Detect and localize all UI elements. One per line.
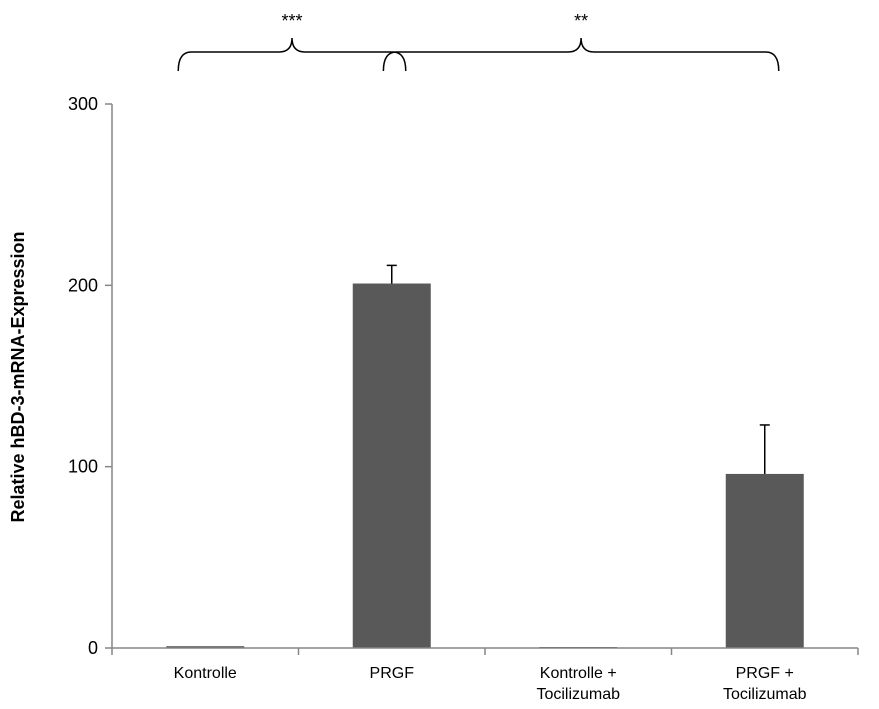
bar (166, 646, 245, 648)
y-tick-label: 200 (68, 275, 98, 295)
significance-brackets: *** ** (177, 11, 780, 72)
x-axis: Kontrolle PRGF Kontrolle + Tocilizumab PRGF … (111, 647, 859, 703)
y-tick-label: 300 (68, 94, 98, 114)
x-category-label: PRGF + Tocilizumab (723, 665, 807, 703)
y-tick-label: 0 (88, 638, 98, 658)
significance-bracket (382, 37, 780, 72)
x-category-label: PRGF (370, 665, 415, 682)
y-axis: 0 100 200 300 (68, 94, 113, 658)
x-category-label: Kontrolle (174, 665, 237, 682)
bar (352, 283, 431, 648)
significance-bracket (177, 37, 407, 72)
significance-label: ** (574, 11, 588, 31)
bar (725, 473, 804, 648)
significance-label: *** (281, 11, 302, 31)
y-tick-label: 100 (68, 457, 98, 477)
bars (166, 264, 804, 648)
x-category-label: Kontrolle + Tocilizumab (536, 665, 620, 703)
y-axis-label: Relative hBD-3-mRNA-Expression (8, 231, 28, 522)
